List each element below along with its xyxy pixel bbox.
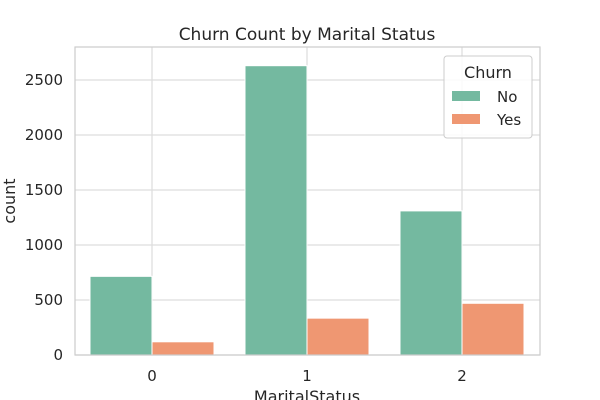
legend-label-yes: Yes bbox=[496, 111, 521, 129]
y-tick-label: 0 bbox=[53, 346, 63, 364]
y-tick-label: 2000 bbox=[25, 126, 63, 144]
legend-label-no: No bbox=[497, 88, 517, 106]
legend-swatch-no bbox=[452, 91, 480, 101]
x-axis-label: MaritalStatus bbox=[254, 387, 360, 400]
legend-title: Churn bbox=[464, 63, 512, 82]
y-axis-ticks: 0 500 1000 1500 2000 2500 bbox=[25, 71, 63, 364]
x-tick-label: 0 bbox=[147, 367, 157, 385]
legend-swatch-yes bbox=[452, 114, 480, 124]
chart-title: Churn Count by Marital Status bbox=[179, 25, 436, 45]
y-tick-label: 1500 bbox=[25, 181, 63, 199]
x-axis-ticks: 0 1 2 bbox=[147, 367, 467, 385]
y-axis-label: count bbox=[0, 178, 19, 223]
y-tick-label: 500 bbox=[34, 291, 63, 309]
legend: Churn No Yes bbox=[443, 55, 533, 139]
bar-yes-2 bbox=[461, 302, 525, 356]
x-tick-label: 2 bbox=[457, 367, 467, 385]
bar-yes-1 bbox=[306, 317, 370, 356]
x-tick-label: 1 bbox=[302, 367, 312, 385]
bars bbox=[89, 65, 525, 356]
bar-no-0 bbox=[89, 275, 153, 356]
plot-frame bbox=[74, 46, 541, 356]
y-tick-label: 1000 bbox=[25, 236, 63, 254]
y-tick-label: 2500 bbox=[25, 71, 63, 89]
bar-yes-0 bbox=[151, 341, 215, 356]
bar-no-1 bbox=[244, 65, 308, 356]
bar-no-2 bbox=[399, 210, 463, 356]
